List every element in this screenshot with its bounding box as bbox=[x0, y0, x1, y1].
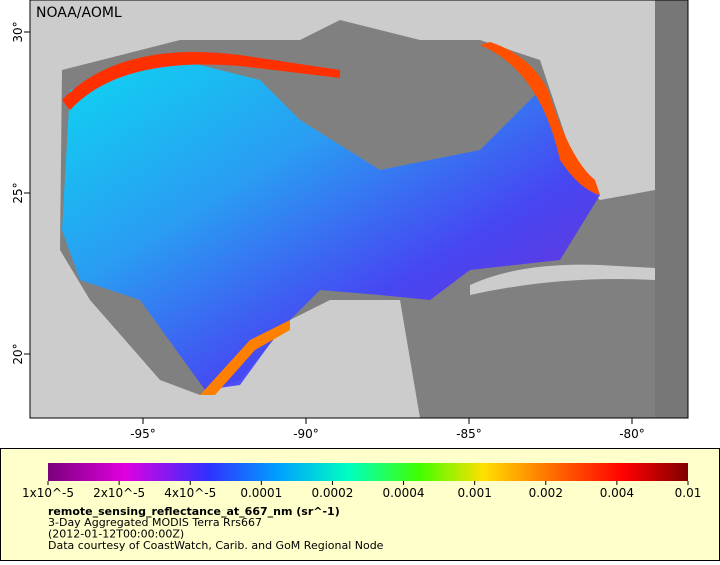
scale-label: 0.0004 bbox=[383, 486, 425, 500]
scale-label: 0.002 bbox=[529, 486, 563, 500]
scale-label: 2x10^-5 bbox=[93, 486, 145, 500]
legend-line: (2012-01-12T00:00:00Z) bbox=[48, 528, 184, 541]
lat-label: 30° bbox=[11, 21, 25, 42]
coastal-band bbox=[62, 52, 340, 110]
lon-label: -90° bbox=[293, 427, 319, 441]
scale-label: 0.004 bbox=[600, 486, 634, 500]
lon-label: -80° bbox=[619, 427, 645, 441]
scale-label: 1x10^-5 bbox=[22, 486, 74, 500]
scale-label: 4x10^-5 bbox=[164, 486, 216, 500]
lat-label: 20° bbox=[11, 343, 25, 364]
scale-label: 0.0002 bbox=[311, 486, 353, 500]
lon-label: -95° bbox=[130, 427, 156, 441]
scale-label: 0.001 bbox=[457, 486, 491, 500]
legend-line: Data courtesy of CoastWatch, Carib. and … bbox=[48, 539, 384, 552]
variable-name: remote_sensing_reflectance_at_667_nm (sr… bbox=[48, 505, 340, 518]
coastal-band bbox=[200, 320, 290, 395]
legend: 1x10^-5 2x10^-5 4x10^-5 0.0001 0.0002 0.0004 0… bbox=[0, 448, 720, 561]
credit: NOAA/AOML bbox=[36, 5, 122, 21]
coastal-band bbox=[480, 42, 600, 195]
legend-line: 3-Day Aggregated MODIS Terra Rrs667 bbox=[48, 516, 262, 529]
colorbar bbox=[48, 463, 688, 481]
reflectance-field bbox=[62, 60, 600, 390]
no-data bbox=[655, 0, 688, 418]
cuba bbox=[470, 264, 655, 295]
scale-label: 0.01 bbox=[675, 486, 702, 500]
map: NOAA/AOML -95° -90° -85° -80° 30° 25° 20° bbox=[11, 0, 689, 441]
scale-label: 0.0001 bbox=[240, 486, 282, 500]
lon-label: -85° bbox=[456, 427, 482, 441]
map-frame bbox=[29, 0, 689, 419]
lat-label: 25° bbox=[11, 182, 25, 203]
